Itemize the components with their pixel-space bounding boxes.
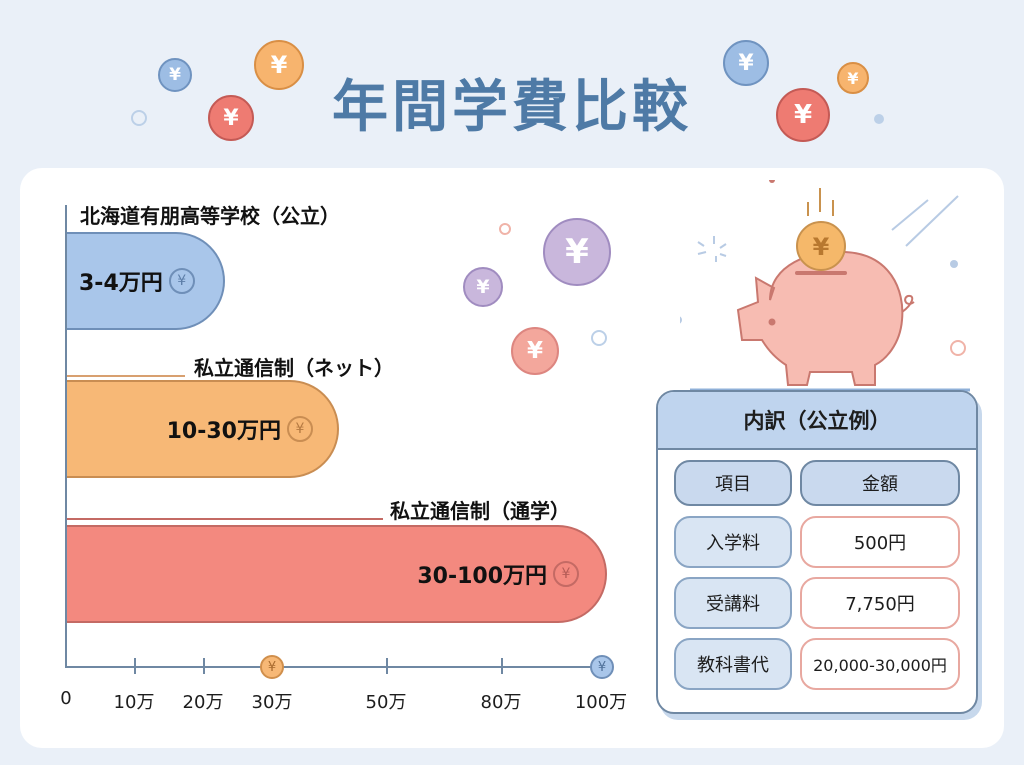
row-item: 教科書代: [674, 638, 792, 690]
yen-coin-icon: ¥: [590, 655, 614, 679]
x-tick-label: 10万: [113, 692, 155, 713]
yen-coin-icon: ¥: [511, 327, 559, 375]
y-axis-line: [65, 205, 67, 668]
bar-label-private-commute: 私立通信制（通学）: [390, 499, 570, 523]
bar-value: 10-30万円: [166, 419, 281, 444]
x-tick-label: 20万: [182, 692, 224, 713]
header-amount: 金額: [800, 460, 960, 506]
x-axis-line: [65, 666, 603, 668]
ring-decoration-icon: [591, 330, 607, 346]
leader-line: [67, 375, 185, 377]
yen-coin-icon: ¥: [254, 40, 304, 90]
header-item: 項目: [674, 460, 792, 506]
yen-icon: ¥: [168, 268, 195, 294]
row-amount: 7,750円: [800, 577, 960, 629]
x-tick-label: 50万: [365, 692, 407, 713]
yen-coin-icon: ¥: [463, 267, 503, 307]
yen-coin-icon: ¥: [837, 62, 869, 94]
row-amount: 500円: [800, 516, 960, 568]
yen-icon: ¥: [287, 416, 313, 442]
breakdown-title: 内訳（公立例）: [658, 392, 976, 450]
bar-value: 30-100万円: [417, 564, 547, 589]
leader-line: [67, 518, 383, 520]
bar-label-public: 北海道有朋高等学校（公立）: [80, 204, 340, 228]
yen-coin-icon: ¥: [158, 58, 192, 92]
row-item: 入学料: [674, 516, 792, 568]
x-tick: [501, 658, 503, 674]
yen-coin-icon: ¥: [776, 88, 830, 142]
ring-decoration-icon: [131, 110, 147, 126]
x-tick-label: 80万: [480, 692, 522, 713]
yen-coin-icon: ¥: [543, 218, 611, 286]
x-tick-label: 30万: [251, 692, 293, 713]
yen-icon: ¥: [553, 561, 579, 587]
bar-private-commute: 30-100万円 ¥: [67, 525, 607, 623]
dot-decoration-icon: [874, 114, 884, 124]
piggy-bank-icon: ¥: [680, 180, 970, 392]
x-tick-label: 100万: [574, 692, 628, 713]
x-tick-label: 0: [60, 688, 72, 709]
x-tick: [386, 658, 388, 674]
row-amount: 20,000-30,000円: [800, 638, 960, 690]
row-item: 受講料: [674, 577, 792, 629]
bar-value: 3-4万円: [79, 271, 163, 296]
x-tick: [134, 658, 136, 674]
ring-decoration-icon: [499, 223, 511, 235]
bar-public: 3-4万円 ¥: [67, 232, 225, 330]
bar-label-private-online: 私立通信制（ネット）: [194, 356, 394, 380]
yen-coin-icon: ¥: [260, 655, 284, 679]
breakdown-table: 内訳（公立例） 項目 金額 入学料 500円 受講料 7,750円 教科書代 2…: [656, 390, 978, 714]
yen-coin-icon: ¥: [723, 40, 769, 86]
yen-coin-icon: ¥: [208, 95, 254, 141]
bar-private-online: 10-30万円 ¥: [67, 380, 339, 478]
page-title: 年間学費比較: [332, 75, 692, 140]
x-tick: [203, 658, 205, 674]
svg-text:¥: ¥: [813, 233, 830, 261]
